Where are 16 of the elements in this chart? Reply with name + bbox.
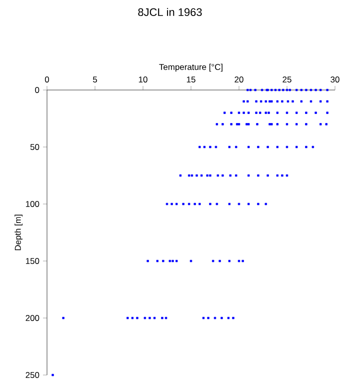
x-tick-label: 15 (186, 76, 196, 82)
x-tick-label: 25 (282, 76, 292, 82)
y-tick-label: 250 (26, 372, 40, 378)
y-tick-label: 200 (26, 315, 40, 321)
y-tick-label: 50 (30, 144, 40, 150)
x-tick-label: 0 (44, 76, 50, 82)
x-tick-label: 30 (330, 76, 340, 82)
x-tick-label: 20 (234, 76, 244, 82)
y-tick-label: 0 (35, 87, 40, 93)
y-tick-label: 100 (26, 201, 40, 207)
x-tick-label: 5 (92, 76, 98, 82)
x-axis-title: Temperature [°C] (159, 64, 222, 72)
y-axis-title: Depth [m] (14, 214, 23, 250)
x-tick-label: 10 (138, 76, 148, 82)
chart-title: 8JCL in 1963 (138, 8, 202, 16)
y-tick-label: 150 (26, 258, 40, 264)
